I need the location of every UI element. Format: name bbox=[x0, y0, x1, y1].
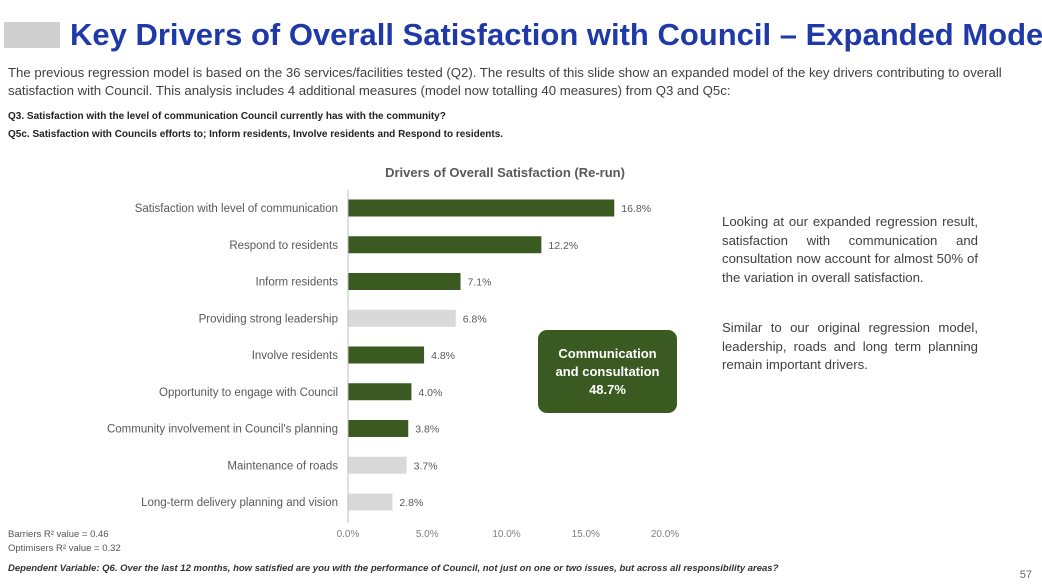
optimisers-r2: Optimisers R² value = 0.32 bbox=[8, 543, 121, 554]
category-label: Satisfaction with level of communication bbox=[135, 203, 338, 215]
x-tick-label: 0.0% bbox=[337, 529, 360, 540]
drivers-bar-chart: Drivers of Overall Satisfaction (Re-run)… bbox=[107, 165, 680, 540]
bar-value-label: 4.0% bbox=[418, 387, 442, 399]
bar bbox=[348, 493, 393, 511]
bar-value-label: 2.8% bbox=[399, 497, 423, 509]
x-tick-label: 15.0% bbox=[572, 529, 600, 540]
commentary-paragraph-1: Looking at our expanded regression resul… bbox=[722, 214, 978, 285]
bar-value-label: 3.7% bbox=[414, 460, 438, 472]
bar-value-label: 7.1% bbox=[468, 277, 492, 289]
bar bbox=[348, 236, 542, 254]
category-label: Involve residents bbox=[252, 350, 339, 362]
bar-value-label: 12.2% bbox=[548, 240, 578, 252]
callout-value: 48.7% bbox=[589, 381, 626, 397]
x-tick-label: 5.0% bbox=[416, 529, 439, 540]
intro-paragraph: The previous regression model is based o… bbox=[8, 65, 1002, 98]
category-label: Providing strong leadership bbox=[199, 313, 338, 325]
category-label: Maintenance of roads bbox=[227, 460, 338, 472]
category-label: Respond to residents bbox=[229, 240, 338, 252]
dependent-variable-note: Dependent Variable: Q6. Over the last 12… bbox=[8, 563, 779, 574]
chart-title: Drivers of Overall Satisfaction (Re-run) bbox=[385, 165, 625, 180]
question-q3: Q3. Satisfaction with the level of commu… bbox=[8, 111, 446, 122]
category-label: Inform residents bbox=[256, 277, 339, 289]
bar bbox=[348, 420, 409, 437]
bar bbox=[348, 383, 412, 401]
bar-value-label: 4.8% bbox=[431, 350, 455, 362]
category-label: Community involvement in Council's plann… bbox=[107, 424, 338, 436]
bar-value-label: 3.8% bbox=[415, 424, 439, 436]
category-label: Opportunity to engage with Council bbox=[159, 387, 338, 399]
bar bbox=[348, 346, 425, 364]
page-number: 57 bbox=[1019, 569, 1032, 581]
bar bbox=[348, 309, 456, 327]
page-title: Key Drivers of Overall Satisfaction with… bbox=[70, 17, 1042, 52]
callout-line-1: Communication bbox=[558, 345, 657, 361]
commentary-paragraph-2: Similar to our original regression model… bbox=[722, 320, 978, 372]
communication-callout: Communication and consultation 48.7% bbox=[538, 330, 677, 413]
bar bbox=[348, 456, 407, 474]
bar bbox=[348, 199, 615, 217]
bar-value-label: 6.8% bbox=[463, 313, 487, 325]
bar bbox=[348, 273, 461, 290]
barriers-r2: Barriers R² value = 0.46 bbox=[8, 529, 109, 540]
bar-value-label: 16.8% bbox=[621, 203, 651, 215]
callout-line-2: and consultation bbox=[555, 363, 660, 379]
x-tick-label: 10.0% bbox=[492, 529, 520, 540]
category-label: Long-term delivery planning and vision bbox=[141, 497, 338, 509]
title-decoration bbox=[4, 22, 60, 48]
x-tick-label: 20.0% bbox=[651, 529, 679, 540]
bars-layer: Satisfaction with level of communication… bbox=[107, 199, 651, 511]
question-q5c: Q5c. Satisfaction with Councils efforts … bbox=[8, 129, 504, 140]
x-axis: 0.0% 5.0% 10.0% 15.0% 20.0% bbox=[337, 529, 680, 540]
